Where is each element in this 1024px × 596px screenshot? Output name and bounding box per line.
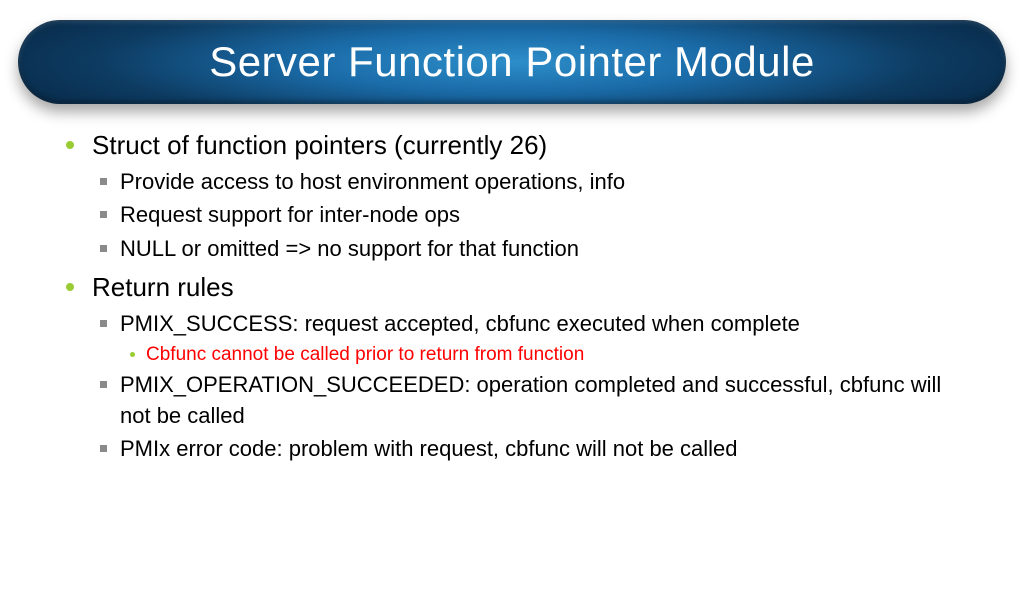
bullet-text: PMIx error code: problem with request, c… [120, 436, 738, 461]
list-item: Struct of function pointers (currently 2… [62, 128, 962, 264]
bullet-text: Return rules [92, 272, 234, 302]
list-item: PMIX_SUCCESS: request accepted, cbfunc e… [92, 309, 962, 367]
bullet-text: Request support for inter-node ops [120, 202, 460, 227]
bullet-text: Provide access to host environment opera… [120, 169, 625, 194]
bullet-list-lvl3: Cbfunc cannot be called prior to return … [120, 342, 962, 368]
bullet-text: PMIX_OPERATION_SUCCEEDED: operation comp… [120, 372, 941, 427]
bullet-text: PMIX_SUCCESS: request accepted, cbfunc e… [120, 311, 800, 336]
bullet-list-lvl2: PMIX_SUCCESS: request accepted, cbfunc e… [92, 309, 962, 464]
bullet-list-lvl2: Provide access to host environment opera… [92, 167, 962, 264]
title-bar: Server Function Pointer Module [18, 20, 1006, 104]
list-item: Request support for inter-node ops [92, 200, 962, 230]
list-item: PMIx error code: problem with request, c… [92, 434, 962, 464]
slide-content: Struct of function pointers (currently 2… [0, 104, 1024, 464]
bullet-list-lvl1: Struct of function pointers (currently 2… [62, 128, 962, 464]
list-item: Cbfunc cannot be called prior to return … [120, 342, 962, 368]
list-item: NULL or omitted => no support for that f… [92, 234, 962, 264]
bullet-text: Struct of function pointers (currently 2… [92, 130, 547, 160]
slide-title: Server Function Pointer Module [209, 38, 815, 86]
bullet-text-highlight: Cbfunc cannot be called prior to return … [146, 344, 584, 365]
list-item: Return rules PMIX_SUCCESS: request accep… [62, 270, 962, 464]
bullet-text: NULL or omitted => no support for that f… [120, 236, 579, 261]
list-item: PMIX_OPERATION_SUCCEEDED: operation comp… [92, 370, 962, 431]
list-item: Provide access to host environment opera… [92, 167, 962, 197]
